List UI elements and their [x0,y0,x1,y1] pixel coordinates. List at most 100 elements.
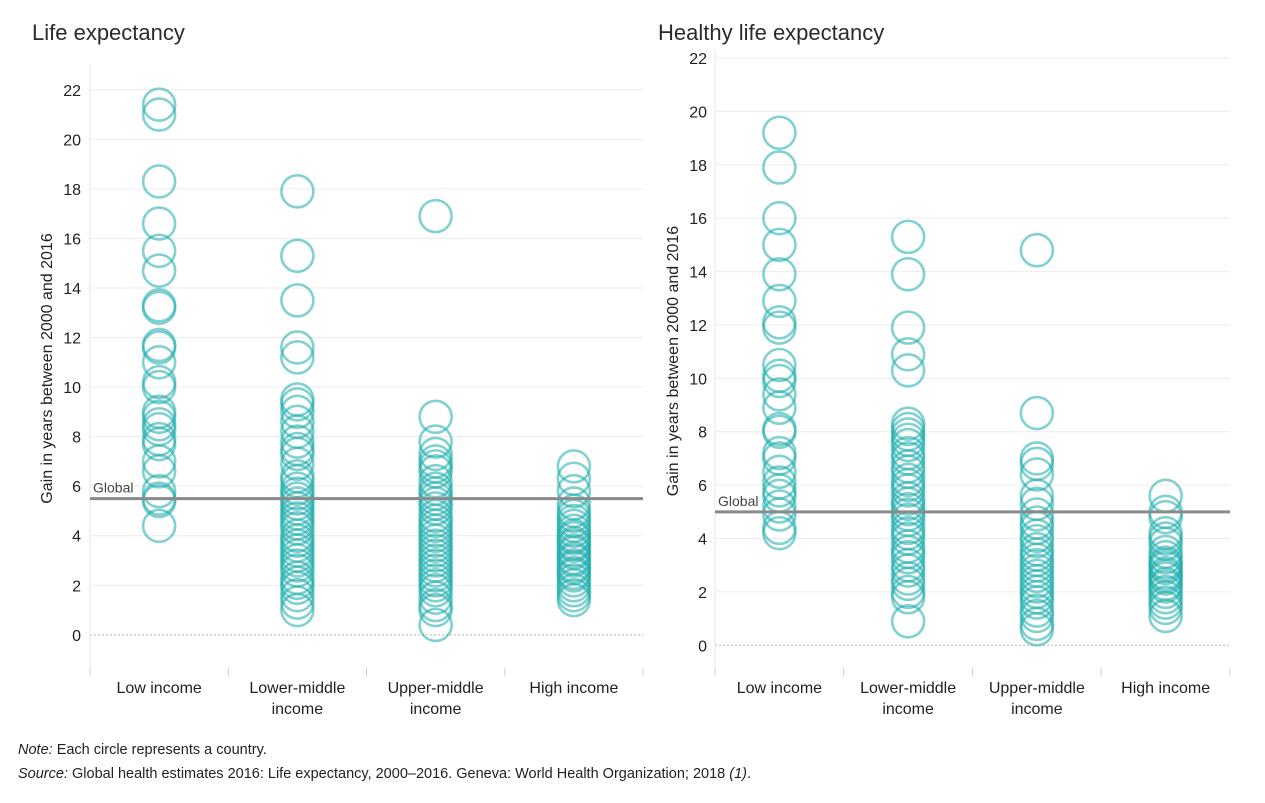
chart1-y-tick-label: 0 [72,628,81,645]
chart1-point-low-income [141,483,177,519]
chart2-category-label-lower-middle-income: Lower-middle income [860,680,956,718]
chart1-point-high-income [556,582,592,618]
chart1-point-low-income [141,444,177,479]
chart1-point-low-income [141,426,177,462]
note-text: Each circle represents a country. [52,742,267,758]
chart1-category-label-low-income: Low income [116,680,201,697]
chart2-global-label: Global [718,493,758,509]
chart2-point-upper-middle-income [1019,598,1055,634]
source-label: Source: [18,766,68,782]
chart2-point-low-income [762,414,797,450]
chart2-point-high-income [1148,598,1183,634]
chart1-point-upper-middle-income [418,592,453,628]
chart1-point-low-income [141,253,177,288]
chart1-y-tick-label: 12 [63,331,81,348]
chart2-point-lower-middle-income [890,256,926,292]
chart2-point-lower-middle-income [890,337,926,372]
chart1-point-lower-middle-income [280,174,315,209]
chart1-y-tick-label: 6 [72,479,81,496]
chart1-y-tick-label: 14 [63,281,81,298]
chart1-point-lower-middle-income [280,592,315,628]
chart2-point-upper-middle-income [1019,497,1055,532]
chart2-point-upper-middle-income [1019,611,1055,647]
chart1-point-low-income [141,399,177,435]
chart1-point-low-income [141,369,177,405]
chart1-point-high-income [556,449,592,484]
chart1-point-low-income [141,233,177,269]
chart2-point-high-income [1148,499,1183,535]
chart2-point-lower-middle-income [890,566,926,602]
chart2-point-low-income [762,347,797,383]
chart1-y-tick-label: 10 [63,380,81,397]
chart2-y-tick-label: 4 [698,532,707,549]
chart2-point-low-income [762,283,797,319]
chart1-point-upper-middle-income [418,424,453,459]
chart1-point-low-income [141,164,177,199]
chart2-point-low-income [762,310,797,345]
chart2-point-low-income [762,497,797,532]
chart2-point-low-income [762,454,797,490]
chart1-point-low-income [141,508,177,544]
chart1-y-tick-label: 16 [63,231,81,248]
chart1-category-label-high-income: High income [529,680,618,697]
chart2-y-tick-label: 10 [689,371,707,388]
chart1-point-lower-middle-income [280,577,315,613]
chart2-point-lower-middle-income [890,427,926,463]
chart2-y-axis-label: Gain in years between 2000 and 2016 [665,226,682,497]
chart1-y-tick-label: 2 [72,578,81,595]
chart2-point-low-income [762,200,797,236]
chart2-category-label-low-income: Low income [737,680,822,697]
chart2-y-tick-label: 16 [689,211,707,228]
chart2-point-lower-middle-income [890,219,926,255]
chart2-y-tick-label: 18 [689,158,707,175]
chart2-point-low-income [762,390,797,426]
chart1-point-high-income [556,473,592,509]
chart1-point-upper-middle-income [418,607,453,643]
chart2-point-lower-middle-income [890,603,926,639]
chart2-point-low-income [762,363,797,399]
chart1-point-low-income [141,206,177,241]
chart2-point-lower-middle-income [890,579,926,615]
chart1-global-label: Global [93,480,133,496]
note-label: Note: [18,742,53,758]
chart2-point-lower-middle-income [890,539,926,575]
chart2-point-low-income [762,256,797,292]
chart1-y-axis-label: Gain in years between 2000 and 2016 [39,233,56,504]
chart2-point-low-income [762,227,797,263]
chart1-y-tick-label: 20 [63,132,81,149]
chart1-point-low-income [141,345,177,380]
chart2-point-low-income [762,150,797,185]
chart2-y-tick-label: 22 [689,51,707,68]
chart1-point-upper-middle-income [418,436,453,472]
chart1-category-label-upper-middle-income: Upper-middle income [388,680,484,718]
chart2-point-low-income [762,515,797,551]
chart1-point-low-income [141,327,177,363]
chart1-point-low-income [141,473,177,509]
chart1-point-upper-middle-income [418,580,453,615]
chart1-y-tick-label: 4 [72,529,81,546]
chart1-point-lower-middle-income [280,340,315,375]
chart1-point-low-income [141,87,177,122]
chart1-point-low-income [141,288,177,323]
source-text: Global health estimates 2016: Life expec… [67,766,730,782]
chart2-point-upper-middle-income [1019,457,1055,492]
chart1-point-lower-middle-income [280,394,315,430]
chart1-point-lower-middle-income [280,436,315,472]
chart2-point-upper-middle-income [1019,395,1055,431]
chart2-y-tick-label: 6 [698,478,707,495]
chart1-point-low-income [141,290,177,326]
chart1-point-upper-middle-income [418,572,453,608]
chart2-category-label-high-income: High income [1121,680,1210,697]
chart2-y-tick-label: 14 [689,265,707,282]
chart1-point-low-income [141,97,177,132]
chart1-point-low-income [141,454,177,489]
source-end: . [746,766,751,782]
chart2-point-upper-middle-income [1019,585,1055,620]
chart2-point-lower-middle-income [890,310,926,345]
chart2-point-low-income [762,115,797,151]
chart1-y-tick-label: 22 [63,83,81,100]
chart1-point-lower-middle-income [280,330,315,365]
chart1-point-lower-middle-income [280,238,315,274]
chart2-y-tick-label: 0 [698,638,707,655]
